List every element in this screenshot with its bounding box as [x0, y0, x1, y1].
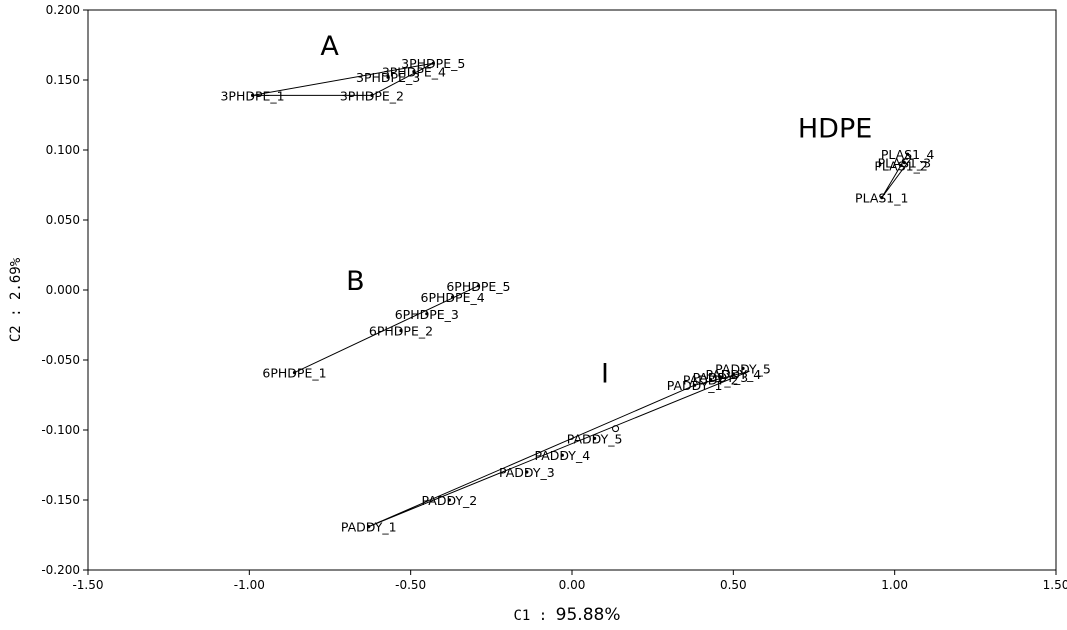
y-tick-label: -0.200	[41, 563, 80, 577]
point-label: 3PHDPE_1	[220, 88, 284, 103]
x-axis-ticks: -1.50 -1.00 -0.50 0.00 0.50 1.00 1.50	[72, 570, 1067, 592]
x-axis-title-prefix: C1 :	[514, 608, 556, 624]
y-axis-ticks: 0.200 0.150 0.100 0.050 0.000 -0.050 -0.100 -0.…	[41, 3, 88, 577]
group-hull	[252, 62, 434, 96]
point-label: PADDY_5	[567, 431, 623, 446]
x-axis-title-value: 95.88%	[556, 605, 621, 625]
data-point	[718, 375, 723, 379]
point-label: PLAS1_3	[878, 156, 931, 171]
x-tick-label: 0.00	[559, 578, 586, 592]
data-point	[412, 70, 416, 74]
data-point	[447, 498, 451, 502]
point-label: PADDY_2	[683, 373, 739, 388]
data-point	[292, 371, 297, 375]
data-point	[902, 161, 906, 165]
y-tick-label: 0.050	[46, 213, 80, 227]
y-tick-label: 0.100	[46, 143, 80, 157]
data-point	[731, 372, 735, 376]
point-label: PADDY_3	[499, 465, 555, 480]
x-tick-label: -1.50	[72, 578, 103, 592]
x-tick-label: 1.00	[881, 578, 908, 592]
point-label: 3PHDPE_2	[340, 88, 404, 103]
point-label: PLAS1_4	[881, 147, 934, 162]
group-label: B	[346, 266, 365, 297]
data-point	[476, 284, 481, 288]
point-label: 6PHDPE_3	[395, 307, 459, 322]
data-points	[250, 61, 910, 529]
group-label: I	[601, 358, 609, 389]
data-point	[370, 93, 374, 97]
point-label: PADDY_1	[667, 378, 723, 393]
x-tick-label: -1.00	[234, 578, 265, 592]
data-point	[431, 61, 435, 65]
data-point	[399, 329, 403, 333]
data-point	[525, 470, 529, 474]
point-label: PADDY_2	[422, 493, 478, 508]
point-label: PADDY_4	[534, 448, 590, 463]
y-tick-label: 0.200	[46, 3, 80, 17]
data-point	[693, 383, 697, 387]
point-label: 3PHDPE_4	[382, 65, 446, 80]
x-tick-label: 1.50	[1043, 578, 1067, 592]
data-point	[880, 196, 884, 200]
point-labels: 3PHDPE_1 3PHDPE_2 3PHDPE_33PHDPE_43PHDPE_5…	[220, 56, 934, 534]
x-tick-label: 0.50	[720, 578, 747, 592]
data-point	[425, 312, 429, 316]
x-tick-label: -0.50	[395, 578, 426, 592]
point-label: 3PHDPE_5	[401, 56, 465, 71]
point-label: 6PHDPE_1	[262, 366, 326, 381]
point-label: PADDY_3	[693, 370, 749, 385]
point-label: PLAS1_1	[855, 191, 908, 206]
data-point	[250, 93, 255, 97]
centroid-marker	[612, 425, 620, 433]
y-tick-label: -0.100	[41, 423, 80, 437]
group-hull	[368, 370, 750, 528]
data-point	[905, 152, 910, 156]
y-tick-label: -0.050	[41, 353, 80, 367]
data-point	[451, 295, 455, 299]
group-label: A	[320, 31, 339, 62]
y-tick-label: -0.150	[41, 493, 80, 507]
point-label: PADDY_4	[705, 367, 761, 382]
data-point	[386, 75, 390, 79]
data-point	[592, 436, 597, 440]
data-point	[741, 366, 745, 370]
point-label: PADDY_1	[341, 520, 397, 535]
data-point	[560, 453, 564, 457]
point-label: 6PHDPE_5	[446, 279, 510, 294]
group-outlines	[252, 62, 912, 528]
data-point	[899, 163, 903, 167]
point-label: PADDY_5	[715, 361, 771, 376]
group-hull	[881, 153, 912, 198]
x-axis-title: C1 : 95.88%	[514, 605, 621, 625]
y-axis-title: C2 : 2.69%	[8, 257, 24, 342]
point-label: 3PHDPE_3	[356, 70, 420, 85]
y-tick-label: 0.150	[46, 73, 80, 87]
data-point	[367, 525, 371, 529]
y-tick-label: 0.000	[46, 283, 80, 297]
point-label: 6PHDPE_4	[421, 290, 485, 305]
point-label: PLAS1_2	[874, 158, 927, 173]
group-label: HDPE	[798, 113, 872, 144]
point-label: 6PHDPE_2	[369, 324, 433, 339]
group-labels: A B HDPE I	[320, 31, 872, 390]
data-point	[709, 378, 713, 382]
